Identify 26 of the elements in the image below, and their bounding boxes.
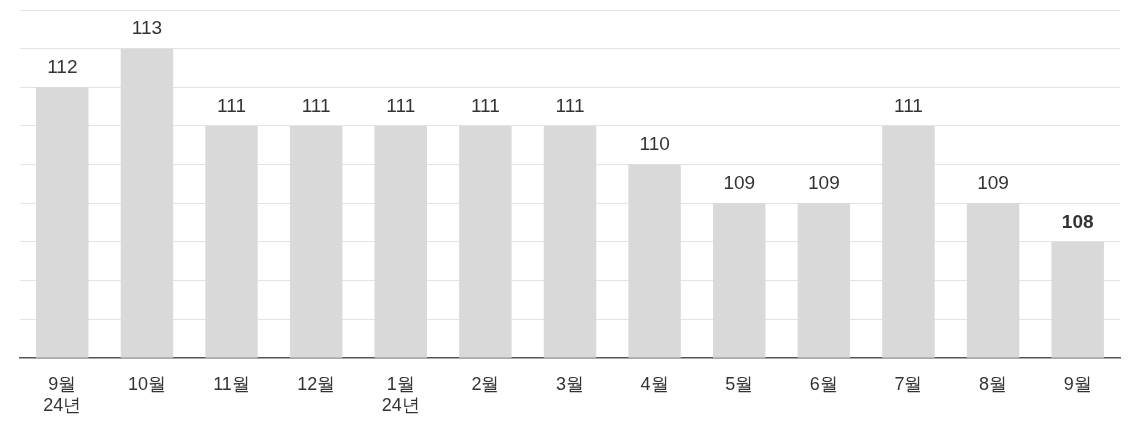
x-tick-label: 10월 [127,373,166,394]
x-tick-label: 3월 [555,373,585,394]
x-tick-label: 7월 [894,373,923,394]
data-label: 111 [894,94,923,116]
data-label: 109 [977,171,1009,193]
data-label: 111 [555,94,585,116]
data-label: 110 [639,133,670,155]
x-tick-label: 5월 [725,373,754,394]
x-tick-label: 6월 [809,373,838,394]
data-label: 113 [131,17,163,39]
x-tick-label: 12월 [297,373,336,394]
x-tick-label: 8월 [979,373,1008,394]
data-label: 111 [301,94,331,116]
data-label: 111 [386,94,416,116]
x-tick-label: 11월 [213,373,250,394]
data-label: 111 [470,94,500,116]
x-tick-label: 9월 [1063,373,1092,394]
x-tick-label: 9월 24년 [43,373,82,416]
data-label: 109 [807,171,840,193]
data-label: 112 [47,56,78,78]
data-label: 109 [723,171,756,193]
x-tick-label: 4월 [640,373,669,394]
x-tick-label: 2월 [471,373,500,394]
data-label: 108 [1061,210,1094,232]
x-tick-label: 1월 24년 [381,373,420,416]
data-label: 111 [217,94,246,116]
